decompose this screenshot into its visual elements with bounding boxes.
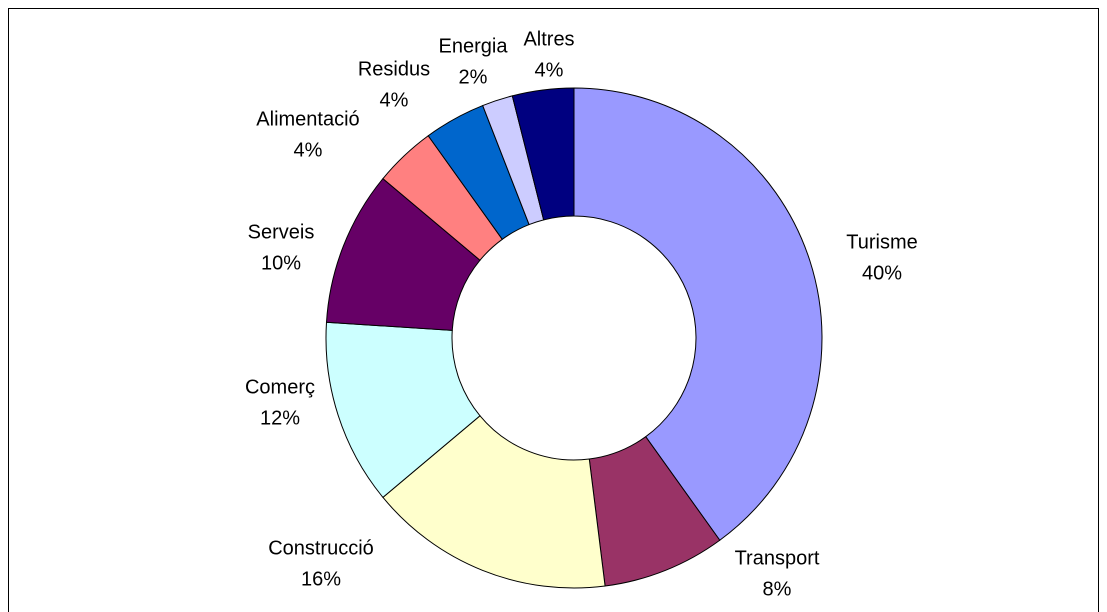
category-label: Residus (358, 58, 430, 80)
category-label: Serveis (248, 221, 315, 243)
category-label: Construcció (268, 537, 374, 559)
value-label: 4% (535, 59, 564, 81)
donut-segment (573, 87, 823, 541)
value-label: 16% (301, 568, 341, 590)
category-label: Transport (735, 547, 820, 569)
value-label: 8% (763, 578, 792, 600)
category-label: Energia (439, 35, 509, 57)
value-label: 2% (459, 66, 488, 88)
value-label: 10% (261, 252, 301, 274)
donut-segment (325, 321, 481, 499)
donut-segment (511, 87, 575, 221)
category-label: Turisme (846, 231, 917, 253)
donut-segment (382, 415, 606, 589)
value-label: 4% (294, 139, 323, 161)
category-label: Alimentació (256, 108, 359, 130)
category-label: Altres (523, 28, 574, 50)
value-label: 40% (862, 262, 902, 284)
value-label: 12% (260, 407, 300, 429)
value-label: 4% (380, 89, 409, 111)
category-label: Comerç (245, 376, 315, 398)
